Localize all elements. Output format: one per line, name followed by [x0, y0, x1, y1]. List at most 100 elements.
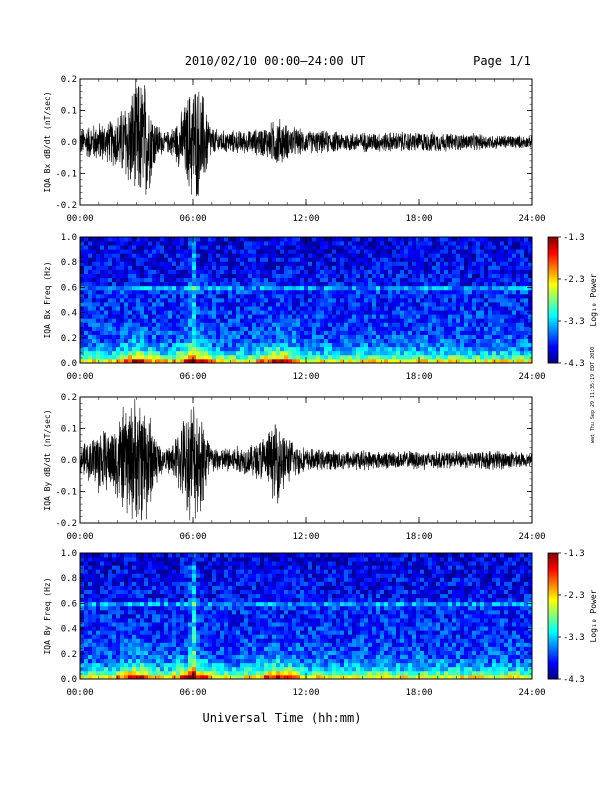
spectrogram-cell: [196, 569, 201, 574]
spectrogram-cell: [208, 338, 213, 344]
spectrogram-cell: [444, 342, 449, 348]
spectrogram-cell: [176, 609, 181, 615]
spectrogram-cell: [160, 569, 165, 574]
spectrogram-cell: [212, 674, 217, 679]
spectrogram-cell: [216, 253, 221, 258]
spectrogram-cell: [444, 245, 449, 250]
spectrogram-cell: [240, 310, 245, 315]
spectrogram-cell: [472, 285, 477, 291]
spectrogram-cell: [332, 277, 337, 283]
spectrogram-cell: [340, 273, 345, 279]
spectrogram-cell: [212, 358, 217, 363]
spectrogram-cell: [200, 593, 205, 599]
spectrogram-cell: [320, 289, 325, 295]
spectrogram-cell: [444, 314, 449, 319]
spectrogram-cell: [484, 253, 489, 258]
colorbar-swatch: [548, 318, 558, 322]
spectrogram-cell: [256, 293, 261, 299]
spectrogram-cell: [116, 581, 121, 586]
spectrogram-cell: [160, 350, 165, 356]
spectrogram-cell: [504, 261, 509, 266]
spectrogram-cell: [188, 638, 193, 643]
spectrogram-cell: [316, 330, 321, 335]
spectrogram-cell: [440, 346, 445, 352]
spectrogram-cell: [172, 285, 177, 291]
spectrogram-cell: [136, 302, 141, 307]
spectrogram-cell: [328, 265, 333, 270]
spectrogram-cell: [184, 662, 189, 668]
spectrogram-cell: [460, 269, 465, 274]
spectrogram-cell: [108, 658, 113, 664]
spectrogram-cell: [468, 277, 473, 283]
spectrogram-cell: [308, 273, 313, 279]
spectrogram-cell: [508, 330, 513, 335]
spectrogram-cell: [172, 289, 177, 295]
spectrogram-cell: [220, 297, 225, 303]
spectrogram-cell: [376, 241, 381, 246]
spectrogram-cell: [340, 293, 345, 299]
spectrogram-cell: [164, 318, 169, 323]
spectrogram-cell: [216, 265, 221, 270]
spectrogram-cell: [132, 577, 137, 582]
spectrogram-cell: [208, 581, 213, 586]
spectrogram-cell: [436, 326, 441, 331]
spectrogram-cell: [244, 269, 249, 274]
spectrogram-cell: [312, 253, 317, 258]
spectrogram-cell: [208, 318, 213, 323]
spectrogram-cell: [156, 289, 161, 295]
spectrogram-cell: [416, 265, 421, 270]
spectrogram-cell: [224, 241, 229, 246]
spectrogram-cell: [140, 354, 145, 360]
spectrogram-cell: [520, 269, 525, 274]
spectrogram-cell: [352, 293, 357, 299]
spectrogram-cell: [460, 318, 465, 323]
spectrogram-cell: [176, 597, 181, 603]
spectrogram-cell: [364, 310, 369, 315]
spectrogram-cell: [188, 293, 193, 299]
spectrogram-cell: [300, 285, 305, 291]
spectrogram-cell: [156, 618, 161, 623]
spectrogram-cell: [416, 342, 421, 348]
spectrogram-cell: [412, 273, 417, 279]
spectrogram-cell: [120, 650, 125, 656]
spectrogram-cell: [296, 261, 301, 266]
spectrogram-cell: [208, 310, 213, 315]
spectrogram-cell: [416, 249, 421, 254]
spectrogram-cell: [304, 261, 309, 266]
spectrogram-cell: [84, 565, 89, 570]
spectrogram-cell: [184, 289, 189, 295]
spectrogram-cell: [156, 626, 161, 631]
spectrogram-cell: [88, 306, 93, 311]
spectrogram-cell: [96, 638, 101, 643]
spectrogram-cell: [200, 342, 205, 348]
spectrogram-cell: [108, 634, 113, 639]
spectrogram-cell: [512, 273, 517, 279]
spectrogram-cell: [256, 302, 261, 307]
spectrogram-cell: [96, 609, 101, 615]
spectrogram-cell: [164, 674, 169, 679]
spectrogram-cell: [400, 358, 405, 363]
spectrogram-cell: [120, 638, 125, 643]
spectrogram-cell: [212, 261, 217, 266]
spectrogram-cell: [140, 585, 145, 590]
spectrogram-cell: [220, 249, 225, 254]
spectrogram-cell: [188, 646, 193, 651]
spectrogram-cell: [112, 306, 117, 311]
spectrogram-cell: [344, 265, 349, 270]
spectrogram-cell: [332, 293, 337, 299]
spectrogram-cell: [108, 281, 113, 287]
spectrogram-cell: [312, 261, 317, 266]
spectrogram-cell: [124, 314, 129, 319]
spectrogram-cell: [160, 638, 165, 643]
spectrogram-cell: [156, 269, 161, 274]
spectrogram-cell: [244, 322, 249, 327]
spectrogram-cell: [208, 601, 213, 607]
spectrogram-cell: [260, 302, 265, 307]
spectrogram-cell: [376, 338, 381, 344]
spectrogram-cell: [412, 245, 417, 250]
spectrogram-cell: [160, 662, 165, 668]
spectrogram-cell: [308, 289, 313, 295]
spectrogram-cell: [144, 593, 149, 599]
spectrogram-cell: [100, 634, 105, 639]
spectrogram-cell: [92, 609, 97, 615]
